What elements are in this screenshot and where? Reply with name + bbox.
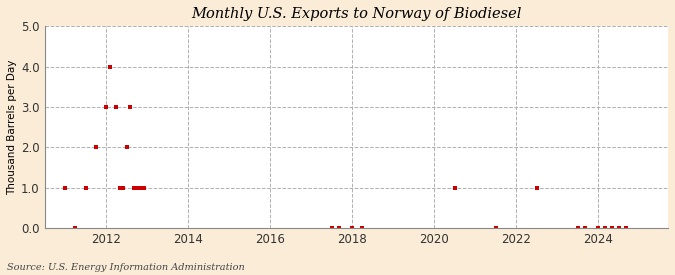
Title: Monthly U.S. Exports to Norway of Biodiesel: Monthly U.S. Exports to Norway of Biodie… bbox=[191, 7, 522, 21]
Text: Source: U.S. Energy Information Administration: Source: U.S. Energy Information Administ… bbox=[7, 263, 244, 272]
Y-axis label: Thousand Barrels per Day: Thousand Barrels per Day bbox=[7, 60, 17, 195]
